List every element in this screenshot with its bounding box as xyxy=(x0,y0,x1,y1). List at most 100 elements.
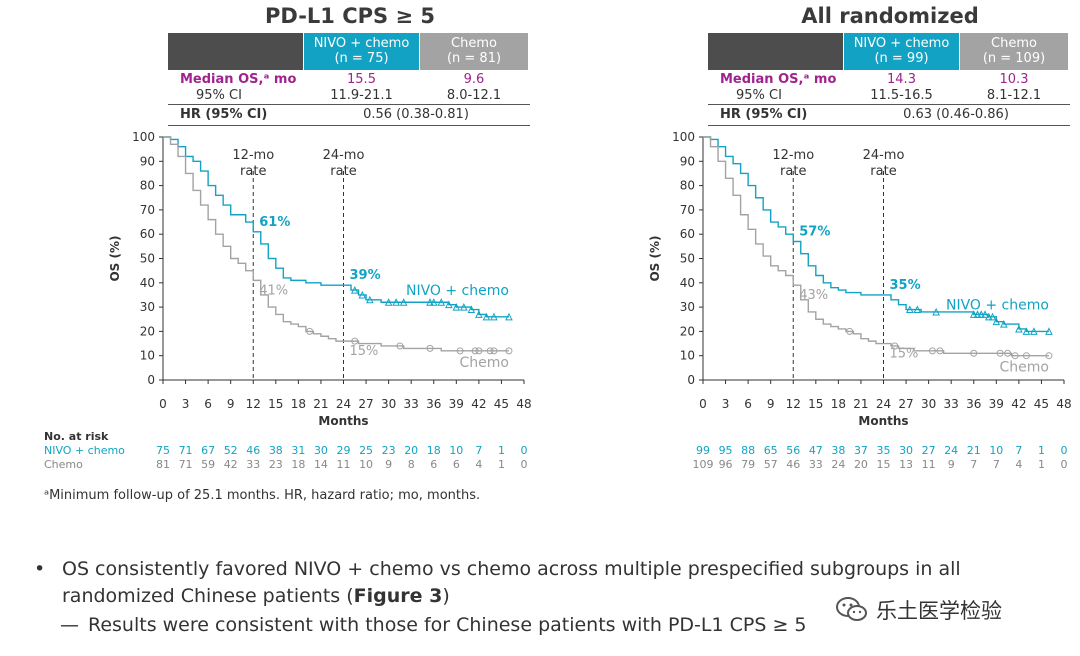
risk-chemo-value: 4 xyxy=(1015,458,1023,471)
censor-mark xyxy=(490,312,498,321)
y-tick-label: 70 xyxy=(140,203,155,217)
y-tick-label: 10 xyxy=(680,349,695,363)
landmark-label: 24-mo xyxy=(323,148,365,163)
y-tick-label: 30 xyxy=(680,300,695,314)
km-panel-right: All randomized NIVO + chemo (n = 99) Che… xyxy=(540,0,1080,480)
x-tick-label: 6 xyxy=(744,397,752,411)
risk-chemo-value: 1 xyxy=(1037,458,1045,471)
censor-mark xyxy=(306,327,314,335)
censor-mark xyxy=(981,310,989,318)
censor-mark xyxy=(1011,352,1019,360)
watermark: 乐土医学检验 xyxy=(834,592,1054,628)
y-tick-label: 90 xyxy=(140,154,155,168)
landmark-label: 12-mo xyxy=(772,148,814,163)
risk-chemo-value: 7 xyxy=(970,458,978,471)
censor-mark xyxy=(426,298,434,306)
bullet-sub-text: Results were consistent with those for C… xyxy=(88,614,807,636)
rate-label: 15% xyxy=(350,344,379,359)
table-divider xyxy=(708,104,1070,105)
x-tick-label: 42 xyxy=(471,397,486,411)
y-tick-label: 60 xyxy=(680,227,695,241)
header-nivo: NIVO + chemo (n = 99) xyxy=(844,33,959,70)
y-tick-label: 0 xyxy=(147,373,155,387)
median-os-label: Median OS,ᵃ mo xyxy=(180,72,297,87)
censor-mark xyxy=(913,305,922,314)
km-panel-left: PD-L1 CPS ≥ 5 NIVO + chemo (n = 75) Chem… xyxy=(0,0,540,480)
risk-nivo-value: 30 xyxy=(313,444,328,457)
rate-label: 35% xyxy=(890,278,921,293)
y-tick-label: 10 xyxy=(140,349,155,363)
risk-chemo-value: 81 xyxy=(156,458,170,471)
footnote: ᵃMinimum follow-up of 25.1 months. HR, h… xyxy=(44,488,481,503)
ci-label: 95% CI xyxy=(736,88,782,103)
landmark-label: 24-mo xyxy=(863,148,905,163)
censor-mark xyxy=(992,317,1001,326)
nivo-ci: 11.5-16.5 xyxy=(870,88,933,103)
x-tick-label: 9 xyxy=(767,397,775,411)
censor-mark xyxy=(460,302,468,311)
hr-label: HR (95% CI) xyxy=(720,107,808,122)
censor-mark xyxy=(456,347,464,355)
header-nivo-label: NIVO + chemo xyxy=(313,36,410,51)
risk-chemo-value: 46 xyxy=(786,458,801,471)
y-tick-label: 20 xyxy=(140,324,155,338)
risk-nivo-value: 67 xyxy=(201,444,216,457)
censor-mark xyxy=(486,347,494,355)
risk-nivo-value: 0 xyxy=(520,444,528,457)
risk-nivo-value: 25 xyxy=(359,444,374,457)
series-end-label: Chemo xyxy=(999,360,1048,376)
header-chemo-label: Chemo xyxy=(451,36,497,51)
censor-mark xyxy=(350,285,359,294)
risk-nivo-label: NIVO + chemo xyxy=(44,444,125,457)
risk-chemo-value: 96 xyxy=(718,458,733,471)
censor-mark xyxy=(891,342,899,350)
header-chemo-label: Chemo xyxy=(991,36,1037,51)
x-axis-title: Months xyxy=(318,414,368,428)
y-tick-label: 50 xyxy=(680,252,695,266)
y-tick-label: 20 xyxy=(680,324,695,338)
x-tick-label: 18 xyxy=(831,397,846,411)
censor-mark xyxy=(1045,352,1053,360)
table-bottom-rule xyxy=(708,125,1070,126)
censor-mark xyxy=(1030,327,1038,335)
x-tick-label: 6 xyxy=(204,397,212,411)
censor-mark xyxy=(906,305,914,314)
x-tick-label: 36 xyxy=(426,397,441,411)
landmark-label: rate xyxy=(330,164,356,179)
rate-label: 39% xyxy=(350,268,381,283)
y-tick-label: 0 xyxy=(687,373,695,387)
risk-nivo-value: 75 xyxy=(156,444,170,457)
y-tick-label: 30 xyxy=(140,300,155,314)
y-axis-title: OS (%) xyxy=(648,235,662,281)
risk-nivo-value: 20 xyxy=(404,444,419,457)
chemo-curve xyxy=(163,136,509,352)
x-tick-label: 45 xyxy=(1034,397,1049,411)
risk-chemo-value: 11 xyxy=(921,458,936,471)
header-chemo-n: (n = 81) xyxy=(446,51,502,66)
risk-chemo-value: 59 xyxy=(201,458,216,471)
panel-title: All randomized xyxy=(801,4,979,28)
dash-icon: — xyxy=(60,614,79,636)
risk-nivo-value: 29 xyxy=(336,444,351,457)
risk-chemo-value: 15 xyxy=(876,458,891,471)
header-chemo-n: (n = 109) xyxy=(982,51,1046,66)
risk-chemo-value: 6 xyxy=(452,458,460,471)
risk-nivo-value: 24 xyxy=(944,444,959,457)
x-tick-label: 45 xyxy=(494,397,509,411)
header-blank-cell xyxy=(168,33,303,70)
risk-table-left: No. at risk NIVO + chemo Chemo 75 81 71 71 67 59… xyxy=(0,430,540,475)
censor-mark xyxy=(482,312,491,321)
risk-nivo-value: 38 xyxy=(831,444,846,457)
x-tick-label: 21 xyxy=(313,397,328,411)
risk-nivo-value: 30 xyxy=(899,444,914,457)
risk-chemo-value: 24 xyxy=(831,458,846,471)
risk-nivo-value: 27 xyxy=(921,444,936,457)
y-tick-label: 90 xyxy=(680,154,695,168)
risk-title: No. at risk xyxy=(44,430,109,443)
risk-chemo-value: 42 xyxy=(223,458,238,471)
censor-mark xyxy=(429,298,438,306)
censor-mark xyxy=(505,347,513,355)
risk-nivo-value: 21 xyxy=(966,444,981,457)
nivo-ci: 11.9-21.1 xyxy=(330,88,393,103)
figure-reference: Figure 3 xyxy=(353,585,443,607)
